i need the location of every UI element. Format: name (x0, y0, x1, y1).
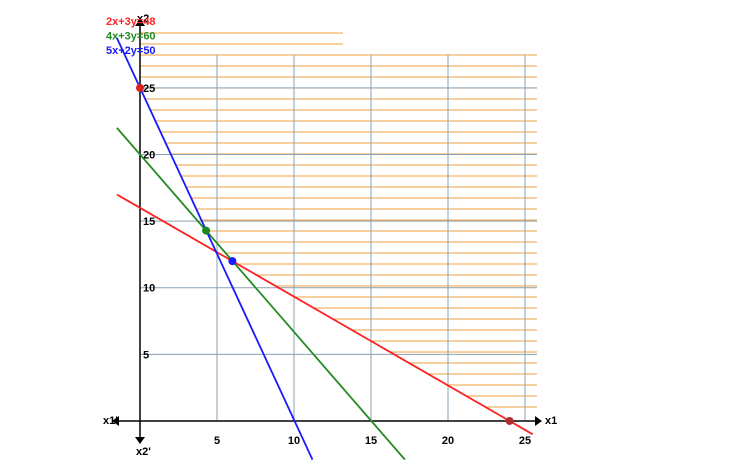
point (228, 257, 237, 266)
axis-label: x1' (103, 415, 118, 427)
y-tick-label: 10 (143, 283, 155, 295)
y-tick-label: 5 (143, 349, 149, 361)
legend-label: 2x+3y=48 (106, 16, 156, 28)
point (505, 416, 514, 425)
x-tick-label: 25 (519, 435, 531, 447)
legend-label: 4x+3y=60 (106, 30, 156, 42)
point (136, 83, 144, 92)
y-tick-label: 25 (143, 83, 155, 95)
arrow (535, 415, 542, 426)
series-line (116, 127, 406, 461)
axis-label: x1 (545, 415, 557, 427)
axis-label: x2 (137, 13, 149, 25)
y-tick-label: 15 (143, 216, 155, 228)
x-tick-label: 10 (288, 435, 300, 447)
arrow (135, 437, 145, 444)
series-line (116, 193, 534, 436)
arrow (135, 19, 145, 26)
x-tick-label: 5 (214, 435, 220, 447)
arrow (112, 415, 119, 426)
x-tick-label: 15 (365, 435, 377, 447)
legend-label: 5x+2y=50 (106, 45, 156, 57)
series-line (116, 37, 314, 460)
axis-label: x2' (136, 446, 151, 458)
point (202, 226, 211, 235)
y-tick-label: 20 (143, 149, 155, 161)
x-tick-label: 20 (442, 435, 454, 447)
